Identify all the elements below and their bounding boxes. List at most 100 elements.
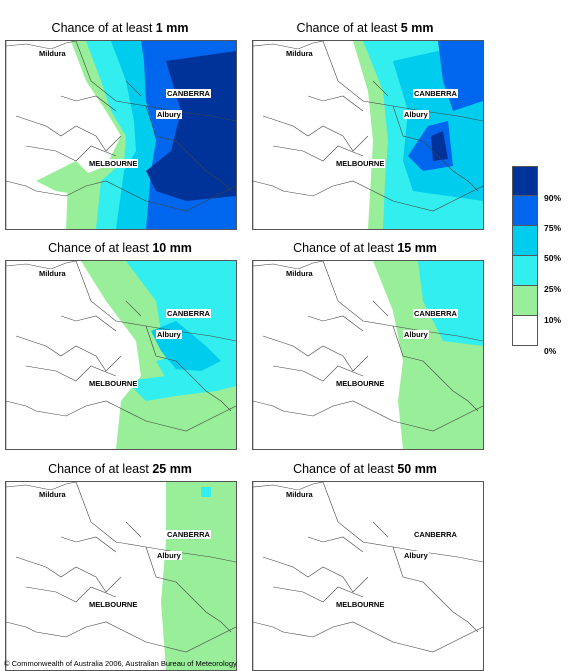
boundary-line (307, 95, 364, 112)
probability-legend: 90% 75% 50% 25% 10% 0% (512, 166, 561, 356)
city-label-mildura: Mildura (38, 49, 67, 58)
boundary-line (253, 41, 324, 50)
map-25mm: Mildura CANBERRA Albury MELBOURNE (5, 481, 237, 671)
boundary-line (253, 621, 284, 633)
boundary-line (25, 365, 117, 382)
city-label-canberra: CANBERRA (166, 530, 211, 539)
probability-zone (36, 161, 96, 196)
map-svg (253, 482, 483, 670)
city-label-mildura: Mildura (285, 269, 314, 278)
boundary-line (262, 556, 369, 593)
boundary-line (35, 621, 236, 653)
boundary-line (25, 586, 117, 603)
city-label-melbourne: MELBOURNE (88, 159, 139, 168)
panel-title-10mm: Chance of at least 10 mm (48, 241, 192, 255)
legend-swatch-10-25 (512, 286, 538, 316)
boundary-line (253, 482, 324, 491)
boundary-line (35, 400, 236, 432)
city-label-melbourne: MELBOURNE (335, 600, 386, 609)
boundary-line (253, 261, 324, 270)
panel-title-25mm: Chance of at least 25 mm (48, 462, 192, 476)
boundary-line (125, 521, 142, 538)
boundary-line (6, 180, 37, 192)
boundary-line (372, 521, 389, 538)
city-label-canberra: CANBERRA (413, 89, 458, 98)
boundary-line (6, 261, 77, 270)
panel-title-5mm: Chance of at least 5 mm (296, 21, 434, 35)
probability-zone (418, 261, 483, 346)
boundary-line (15, 335, 122, 372)
legend-swatch-0-10 (512, 316, 538, 346)
boundary-line (6, 400, 37, 412)
boundary-line (25, 145, 117, 162)
probability-zone (161, 482, 236, 670)
legend-label-0: 0% (544, 346, 557, 356)
boundary-line (392, 105, 479, 192)
probability-zone (146, 51, 236, 201)
boundary-line (145, 546, 232, 633)
boundary-line (145, 325, 232, 412)
boundary-line (282, 180, 483, 212)
boundary-line (6, 621, 37, 633)
boundary-line (262, 115, 369, 152)
legend-swatch-90-100 (512, 166, 538, 196)
boundary-line (125, 300, 142, 317)
boundary-line (272, 586, 364, 603)
boundary-line (145, 105, 232, 192)
city-label-melbourne: MELBOURNE (88, 600, 139, 609)
boundary-line (253, 400, 284, 412)
boundary-line (35, 180, 236, 212)
map-15mm: Mildura CANBERRA Albury MELBOURNE (252, 260, 484, 450)
boundary-line (60, 536, 117, 553)
map-svg (253, 261, 483, 449)
boundary-line (372, 300, 389, 317)
city-label-albury: Albury (156, 330, 182, 339)
legend-label-25: 25% (544, 284, 562, 294)
map-svg (6, 261, 236, 449)
boundary-line (282, 621, 483, 653)
boundary-line (60, 315, 117, 332)
city-label-canberra: CANBERRA (166, 309, 211, 318)
city-label-albury: Albury (403, 551, 429, 560)
probability-zone (126, 376, 176, 401)
legend-label-10: 10% (544, 315, 562, 325)
boundary-line (307, 315, 364, 332)
boundary-line (372, 80, 389, 97)
legend-label-90: 90% (544, 193, 562, 203)
boundary-line (6, 482, 77, 491)
legend-swatch-75-90 (512, 196, 538, 226)
panel-title-15mm: Chance of at least 15 mm (293, 241, 437, 255)
map-svg (6, 41, 236, 229)
boundary-line (15, 556, 122, 593)
map-10mm: Mildura CANBERRA Albury MELBOURNE (5, 260, 237, 450)
city-label-albury: Albury (156, 110, 182, 119)
map-5mm: Mildura CANBERRA Albury MELBOURNE (252, 40, 484, 230)
legend-swatch-50-75 (512, 226, 538, 256)
map-svg (6, 482, 236, 670)
boundary-line (15, 115, 122, 152)
boundary-line (282, 400, 483, 432)
city-label-canberra: CANBERRA (413, 530, 458, 539)
boundary-line (6, 41, 77, 50)
map-1mm: Mildura CANBERRA Albury MELBOURNE (5, 40, 237, 230)
city-label-mildura: Mildura (38, 269, 67, 278)
map-svg (253, 41, 483, 229)
boundary-line (392, 546, 479, 633)
boundary-line (307, 536, 364, 553)
panel-title-1mm: Chance of at least 1 mm (51, 21, 189, 35)
city-label-mildura: Mildura (285, 490, 314, 499)
city-label-mildura: Mildura (285, 49, 314, 58)
city-label-canberra: CANBERRA (166, 89, 211, 98)
boundary-line (60, 95, 117, 112)
legend-label-50: 50% (544, 253, 562, 263)
city-label-albury: Albury (156, 551, 182, 560)
boundary-line (253, 180, 284, 192)
boundary-line (272, 145, 364, 162)
boundary-line (392, 325, 479, 412)
legend-swatch-25-50 (512, 256, 538, 286)
legend-label-75: 75% (544, 223, 562, 233)
boundary-line (322, 482, 483, 563)
map-50mm: Mildura CANBERRA Albury MELBOURNE (252, 481, 484, 671)
city-label-albury: Albury (403, 330, 429, 339)
copyright-notice: © Commonwealth of Australia 2006, Austra… (4, 659, 237, 668)
